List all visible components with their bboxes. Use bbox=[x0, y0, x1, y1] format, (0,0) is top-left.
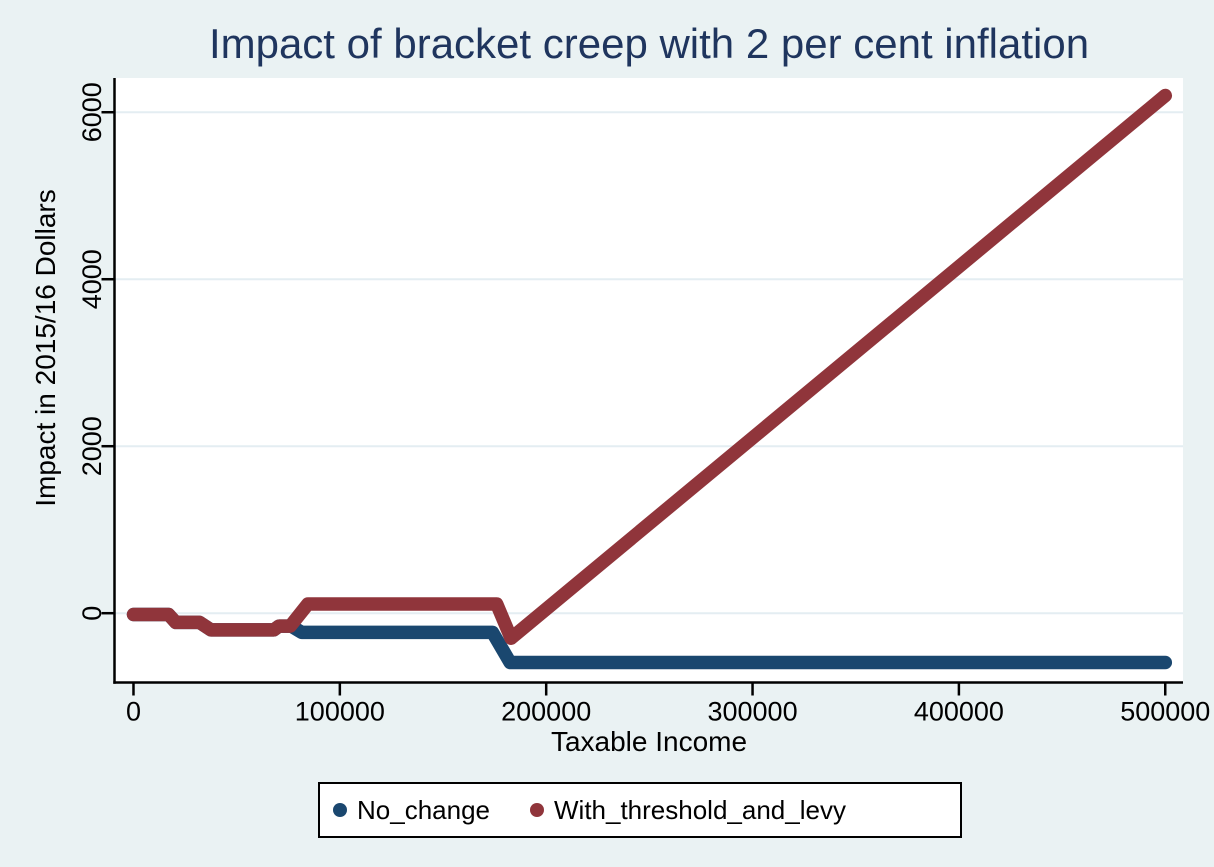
x-tick-label: 100000 bbox=[295, 697, 385, 727]
y-tick-label: 4000 bbox=[77, 249, 107, 309]
legend-label-with-threshold-and-levy: With_threshold_and_levy bbox=[554, 794, 846, 825]
plot-background bbox=[114, 78, 1183, 683]
x-tick-label: 0 bbox=[126, 697, 141, 727]
legend-item-no-change: No_change bbox=[333, 795, 490, 826]
x-tick-label: 500000 bbox=[1120, 697, 1210, 727]
legend-label-no-change: No_change bbox=[357, 794, 490, 825]
chart-title: Impact of bracket creep with 2 per cent … bbox=[208, 20, 1090, 67]
x-tick-label: 300000 bbox=[707, 697, 797, 727]
y-tick-label: 0 bbox=[77, 606, 107, 621]
series-line-with-threshold-and-levy bbox=[126, 88, 1173, 645]
with-threshold-and-levy-marker-icon bbox=[530, 803, 544, 817]
x-axis-title: Taxable Income bbox=[550, 726, 748, 757]
no-change-marker-icon bbox=[333, 803, 347, 817]
legend: No_change With_threshold_and_levy bbox=[318, 782, 962, 838]
y-axis-title: Impact in 2015/16 Dollars bbox=[30, 189, 61, 507]
x-tick-label: 400000 bbox=[914, 697, 1004, 727]
legend-item-with-threshold-and-levy: With_threshold_and_levy bbox=[530, 795, 846, 826]
y-tick-label: 6000 bbox=[77, 82, 107, 142]
x-tick-label: 200000 bbox=[501, 697, 591, 727]
y-tick-label: 2000 bbox=[77, 416, 107, 476]
